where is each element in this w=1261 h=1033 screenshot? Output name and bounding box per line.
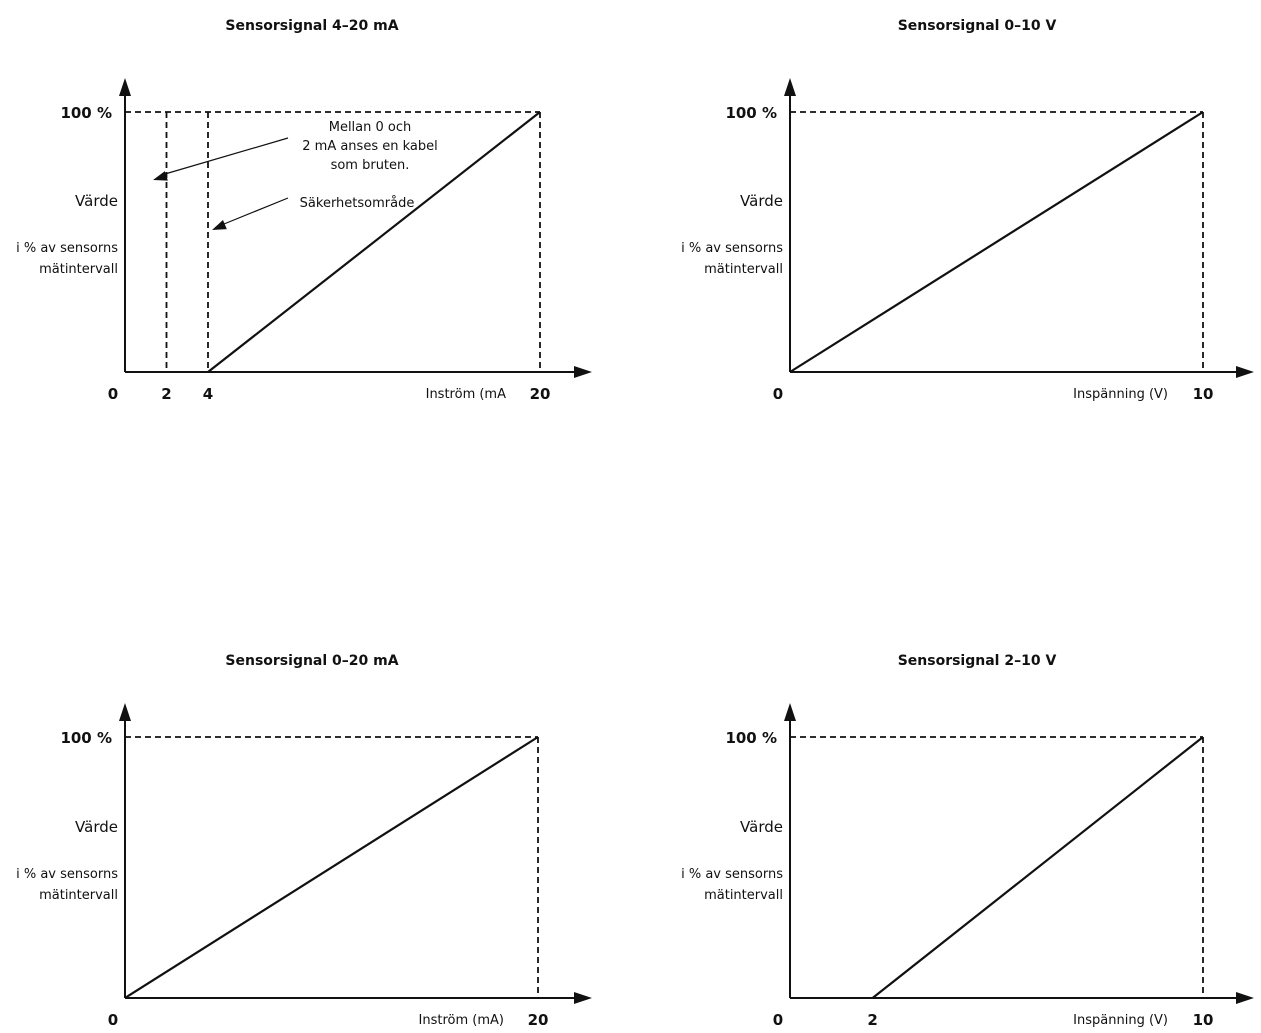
x-axis-arrowhead [574, 992, 592, 1004]
y-label-value: Värde [740, 818, 783, 836]
y-label-line-3: mätintervall [39, 888, 118, 903]
x-axis-label: Inström (mA [426, 387, 506, 402]
origin-label: 0 [773, 1011, 783, 1028]
annotation-2-line-1: Säkerhetsområde [300, 196, 415, 211]
x-tick-label-10: 10 [1193, 1011, 1214, 1028]
chart-title: Sensorsignal 0–20 mA [225, 653, 398, 669]
y-max-label: 100 % [725, 104, 777, 122]
x-axis-arrowhead [574, 366, 592, 378]
y-label-value: Värde [75, 818, 118, 836]
y-max-label: 100 % [60, 729, 112, 747]
y-label-line-2: i % av sensorns [16, 867, 118, 882]
y-label-value: Värde [75, 192, 118, 210]
y-max-label: 100 % [60, 104, 112, 122]
chart-panel-4: Sensorsignal 2–10 V 100 % Värde i % av sens… [681, 653, 1254, 1029]
annotation-arrow-1 [164, 137, 289, 175]
x-tick-label-2: 2 [867, 1011, 877, 1028]
y-label-line-3: mätintervall [39, 262, 118, 277]
x-axis-label: Inspänning (V) [1073, 1013, 1168, 1028]
chart-title: Sensorsignal 4–20 mA [225, 18, 398, 34]
chart-panel-3: Sensorsignal 0–20 mA 100 % Värde i % av sen… [16, 653, 592, 1029]
y-label-line-3: mätintervall [704, 262, 783, 277]
y-axis-arrowhead [119, 78, 131, 96]
chart-title: Sensorsignal 0–10 V [898, 18, 1057, 34]
origin-label: 0 [108, 1011, 118, 1028]
chart-panel-2: Sensorsignal 0–10 V 100 % Värde i % av sens… [681, 18, 1254, 403]
y-label-line-2: i % av sensorns [681, 241, 783, 256]
y-axis-arrowhead [119, 703, 131, 721]
x-axis-arrowhead [1236, 992, 1254, 1004]
x-tick-label-20: 20 [528, 1011, 549, 1028]
x-tick-label-20: 20 [530, 385, 551, 403]
chart-panel-1: Sensorsignal 4–20 mA 100 % Värde i % av sen… [16, 18, 592, 403]
origin-label: 0 [773, 385, 783, 403]
y-label-line-2: i % av sensorns [681, 867, 783, 882]
y-label-line-3: mätintervall [704, 888, 783, 903]
annotation-1-line-3: som bruten. [331, 158, 410, 173]
series-line-1 [207, 111, 541, 373]
x-axis-arrowhead [1236, 366, 1254, 378]
series-line-1 [124, 736, 539, 999]
annotation-arrowhead-1 [153, 171, 168, 181]
annotation-arrowhead-2 [212, 219, 227, 230]
x-tick-label-2: 2 [161, 385, 171, 403]
annotation-arrow-2 [223, 197, 289, 225]
annotation-1-line-1: Mellan 0 och [329, 120, 412, 135]
x-tick-label-4: 4 [203, 385, 213, 403]
annotation-1-line-2: 2 mA anses en kabel [302, 139, 437, 154]
y-max-label: 100 % [725, 729, 777, 747]
y-label-value: Värde [740, 192, 783, 210]
chart-title: Sensorsignal 2–10 V [898, 653, 1057, 669]
y-axis-arrowhead [784, 78, 796, 96]
series-line-1 [789, 111, 1204, 373]
y-label-line-2: i % av sensorns [16, 241, 118, 256]
origin-label: 0 [108, 385, 118, 403]
x-tick-label-10: 10 [1193, 385, 1214, 403]
series-line-1 [871, 736, 1204, 999]
y-axis-arrowhead [784, 703, 796, 721]
x-axis-label: Inspänning (V) [1073, 387, 1168, 402]
x-axis-label: Inström (mA) [419, 1013, 504, 1028]
